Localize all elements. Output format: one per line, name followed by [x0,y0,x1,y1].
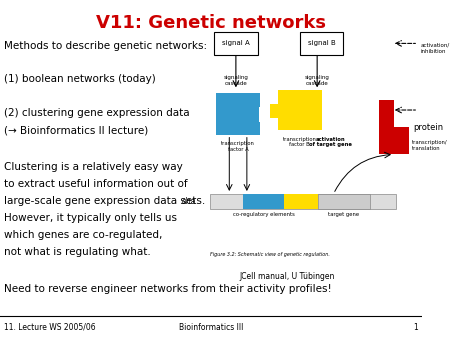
Text: Bioinformatics III: Bioinformatics III [179,323,243,332]
Text: 11. Lecture WS 2005/06: 11. Lecture WS 2005/06 [4,323,96,332]
Text: transcription
factor B: transcription factor B [283,137,316,147]
Text: to extract useful information out of: to extract useful information out of [4,179,188,189]
Bar [210,194,396,209]
Bar [278,90,322,130]
Text: protein: protein [414,123,444,132]
Bar [378,100,410,154]
Text: signaling
cascade: signaling cascade [224,75,248,86]
Text: large-scale gene expression data sets.: large-scale gene expression data sets. [4,196,206,206]
Text: (2) clustering gene expression data: (2) clustering gene expression data [4,108,190,118]
Text: Clustering is a relatively easy way: Clustering is a relatively easy way [4,162,183,172]
Text: JCell manual, U Tübingen: JCell manual, U Tübingen [239,272,335,281]
Text: not what is regulating what.: not what is regulating what. [4,247,151,257]
Text: Need to reverse engineer networks from their activity profiles!: Need to reverse engineer networks from t… [4,284,332,294]
Text: However, it typically only tells us: However, it typically only tells us [4,213,177,223]
Bar [258,107,266,122]
Bar [318,194,370,209]
Text: V11: Genetic networks: V11: Genetic networks [96,14,326,31]
Text: transcription/
translation: transcription/ translation [412,140,447,151]
Bar [394,100,410,127]
Bar [243,194,284,209]
Text: signal A: signal A [222,41,250,46]
Text: signal B: signal B [308,41,335,46]
Bar [216,93,260,135]
Text: signaling
cascade: signaling cascade [305,75,329,86]
Text: 1: 1 [414,323,418,332]
Bar [284,194,318,209]
Text: (1) boolean networks (today): (1) boolean networks (today) [4,74,156,84]
Text: (→ Bioinformatics II lecture): (→ Bioinformatics II lecture) [4,125,149,135]
Text: activation
of target gene: activation of target gene [309,137,352,147]
FancyBboxPatch shape [300,32,343,55]
Text: target gene: target gene [328,212,360,217]
Bar [270,104,279,118]
Text: activation/
inhibition: activation/ inhibition [420,43,450,54]
FancyBboxPatch shape [214,32,258,55]
Text: Methods to describe genetic networks:: Methods to describe genetic networks: [4,41,207,51]
Text: dna: dna [182,197,197,206]
Text: Figure 3.2: Schematic view of genetic regulation.: Figure 3.2: Schematic view of genetic re… [211,252,330,257]
Text: transcription
factor A: transcription factor A [221,141,255,152]
Text: co-regulatory elements: co-regulatory elements [233,212,295,217]
Text: which genes are co-regulated,: which genes are co-regulated, [4,230,162,240]
